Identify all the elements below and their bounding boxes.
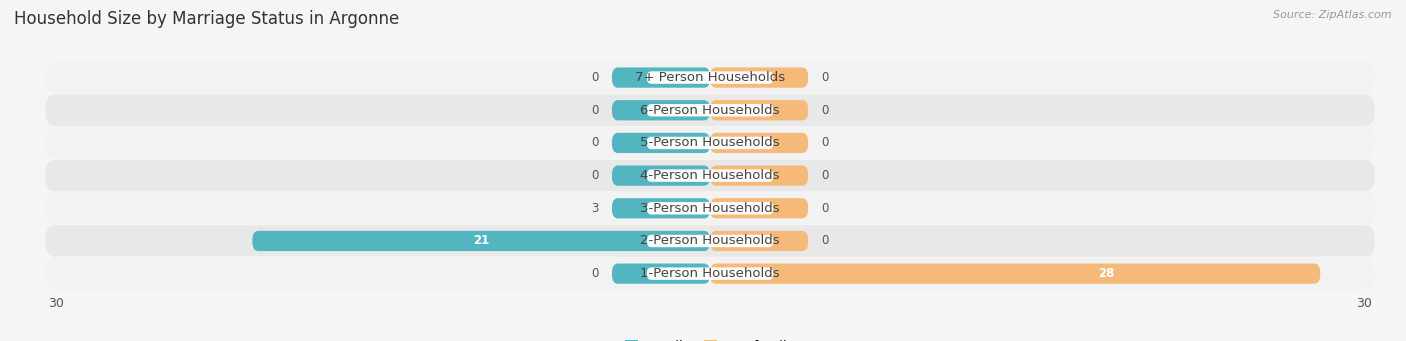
FancyBboxPatch shape xyxy=(612,68,710,88)
FancyBboxPatch shape xyxy=(612,165,710,186)
Text: 0: 0 xyxy=(592,71,599,84)
FancyBboxPatch shape xyxy=(45,258,1375,289)
FancyBboxPatch shape xyxy=(647,71,773,84)
Text: 3: 3 xyxy=(592,202,599,215)
FancyBboxPatch shape xyxy=(45,160,1375,191)
FancyBboxPatch shape xyxy=(710,198,808,219)
Text: 6-Person Households: 6-Person Households xyxy=(640,104,780,117)
Text: Household Size by Marriage Status in Argonne: Household Size by Marriage Status in Arg… xyxy=(14,10,399,28)
Text: 28: 28 xyxy=(1098,267,1115,280)
FancyBboxPatch shape xyxy=(647,137,773,149)
FancyBboxPatch shape xyxy=(647,202,773,214)
FancyBboxPatch shape xyxy=(710,165,808,186)
FancyBboxPatch shape xyxy=(45,193,1375,224)
FancyBboxPatch shape xyxy=(647,235,773,247)
Text: 7+ Person Households: 7+ Person Households xyxy=(636,71,785,84)
Text: 0: 0 xyxy=(821,235,828,248)
FancyBboxPatch shape xyxy=(710,231,808,251)
FancyBboxPatch shape xyxy=(45,127,1375,159)
Text: 3-Person Households: 3-Person Households xyxy=(640,202,780,215)
FancyBboxPatch shape xyxy=(612,264,710,284)
Text: 0: 0 xyxy=(821,202,828,215)
FancyBboxPatch shape xyxy=(45,225,1375,257)
Text: 0: 0 xyxy=(592,267,599,280)
Text: 5-Person Households: 5-Person Households xyxy=(640,136,780,149)
Text: 0: 0 xyxy=(821,169,828,182)
FancyBboxPatch shape xyxy=(612,100,710,120)
Text: 1-Person Households: 1-Person Households xyxy=(640,267,780,280)
FancyBboxPatch shape xyxy=(45,62,1375,93)
Text: 2-Person Households: 2-Person Households xyxy=(640,235,780,248)
Text: 0: 0 xyxy=(821,136,828,149)
Text: 0: 0 xyxy=(592,104,599,117)
FancyBboxPatch shape xyxy=(45,94,1375,126)
Text: 0: 0 xyxy=(821,71,828,84)
Text: 0: 0 xyxy=(821,104,828,117)
FancyBboxPatch shape xyxy=(710,133,808,153)
Text: 4-Person Households: 4-Person Households xyxy=(640,169,780,182)
Legend: Family, Nonfamily: Family, Nonfamily xyxy=(624,340,796,341)
FancyBboxPatch shape xyxy=(710,100,808,120)
FancyBboxPatch shape xyxy=(647,104,773,117)
Text: 0: 0 xyxy=(592,169,599,182)
Text: 0: 0 xyxy=(592,136,599,149)
FancyBboxPatch shape xyxy=(612,198,710,219)
FancyBboxPatch shape xyxy=(612,133,710,153)
FancyBboxPatch shape xyxy=(710,264,1320,284)
Text: 21: 21 xyxy=(472,235,489,248)
FancyBboxPatch shape xyxy=(647,267,773,280)
FancyBboxPatch shape xyxy=(253,231,710,251)
Text: Source: ZipAtlas.com: Source: ZipAtlas.com xyxy=(1274,10,1392,20)
FancyBboxPatch shape xyxy=(710,68,808,88)
FancyBboxPatch shape xyxy=(647,169,773,182)
